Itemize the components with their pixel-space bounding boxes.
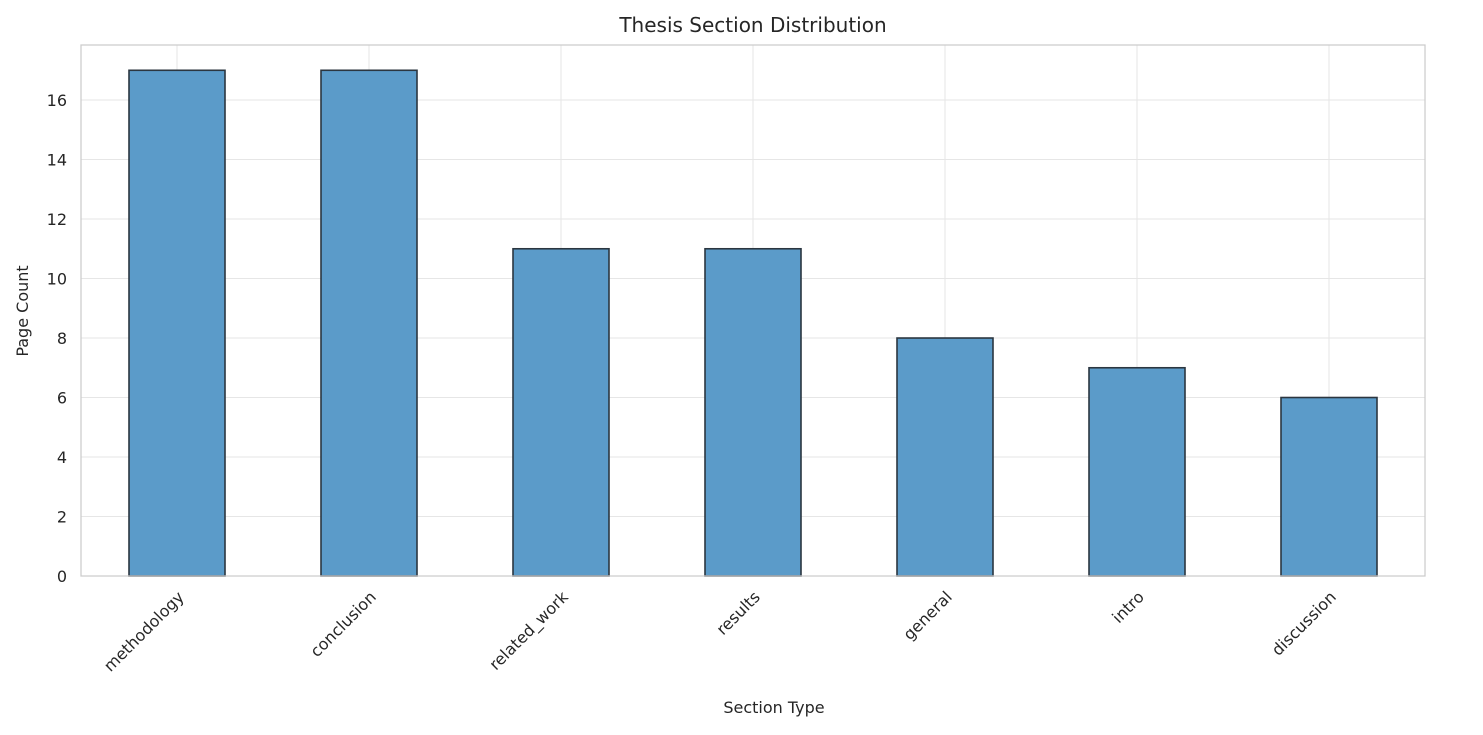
y-tick-label: 4 bbox=[57, 448, 67, 467]
y-tick-label: 16 bbox=[47, 91, 67, 110]
y-tick-label: 10 bbox=[47, 270, 67, 289]
x-tick-label: discussion bbox=[1268, 587, 1340, 659]
y-axis-label: Page Count bbox=[13, 265, 32, 356]
y-tick-label: 2 bbox=[57, 508, 67, 527]
bar-intro bbox=[1088, 366, 1186, 577]
bar-conclusion bbox=[320, 69, 418, 577]
bar-discussion bbox=[1280, 396, 1378, 577]
plot-frame bbox=[80, 44, 1426, 577]
bar-methodology bbox=[128, 69, 226, 577]
x-tick-labels: methodology conclusion related_work results… bbox=[100, 587, 1340, 676]
bar-related-work bbox=[512, 247, 610, 577]
y-tick-label: 12 bbox=[47, 210, 67, 229]
y-tick-label: 6 bbox=[57, 389, 67, 408]
x-tick-label: methodology bbox=[100, 587, 188, 675]
x-tick-label: results bbox=[712, 587, 763, 638]
y-tick-label: 8 bbox=[57, 329, 67, 348]
x-tick-label: general bbox=[899, 587, 955, 643]
bar-general bbox=[896, 337, 994, 577]
x-tick-label: conclusion bbox=[306, 587, 379, 660]
x-axis-label: Section Type bbox=[723, 698, 824, 717]
x-tick-label: related_work bbox=[485, 587, 573, 675]
bars-layer bbox=[128, 69, 1378, 577]
chart-title: Thesis Section Distribution bbox=[618, 13, 886, 37]
y-tick-label: 14 bbox=[47, 151, 67, 170]
bar-results bbox=[704, 247, 802, 577]
x-tick-label: intro bbox=[1108, 587, 1148, 627]
y-tick-label: 0 bbox=[57, 567, 67, 586]
y-tick-labels: 0 2 4 6 8 10 12 14 16 bbox=[47, 91, 67, 586]
